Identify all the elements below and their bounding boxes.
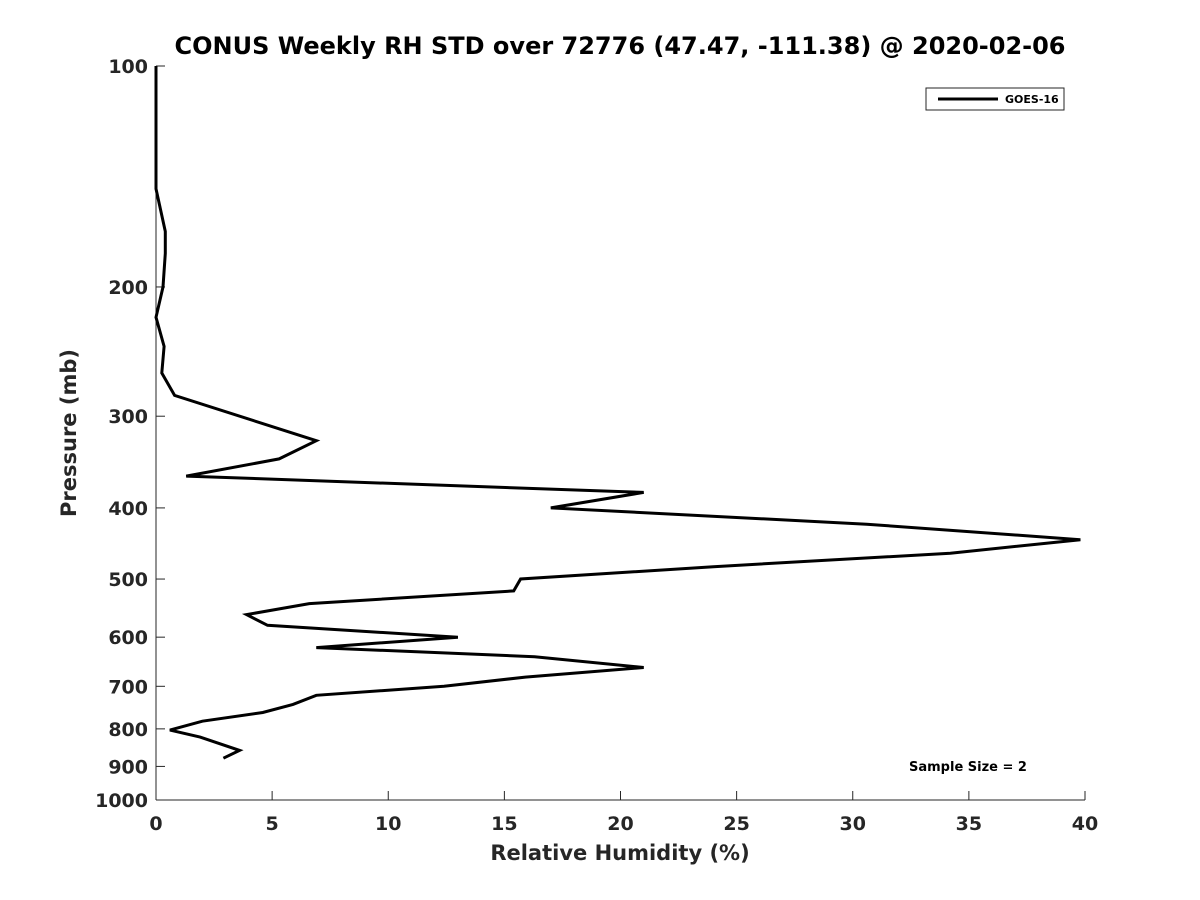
x-tick-label-40: 40 [1072,813,1098,835]
y-tick-label-200: 200 [108,277,148,299]
x-tick-label-0: 0 [149,813,162,835]
x-tick-label-35: 35 [956,813,982,835]
x-tick-label-30: 30 [840,813,866,835]
legend-label-goes-16: GOES-16 [1005,93,1059,106]
y-axis-ticks: 100 200 300 400 500 600 700 800 900 1000 [95,56,165,812]
series-line-goes-16 [154,66,1081,760]
y-tick-label-700: 700 [108,676,148,698]
x-tick-label-20: 20 [607,813,633,835]
y-tick-label-400: 400 [108,498,148,520]
x-axis-ticks: 0 5 10 15 20 25 30 35 40 [149,791,1098,835]
chart-title: CONUS Weekly RH STD over 72776 (47.47, -… [174,32,1065,60]
x-tick-label-15: 15 [491,813,517,835]
y-tick-label-1000: 1000 [95,790,148,812]
y-tick-label-300: 300 [108,406,148,428]
sample-size-annotation: Sample Size = 2 [909,760,1027,775]
x-tick-label-25: 25 [723,813,749,835]
y-axis-label: Pressure (mb) [57,349,81,517]
y-tick-label-900: 900 [108,756,148,778]
x-tick-label-10: 10 [375,813,401,835]
y-tick-label-600: 600 [108,627,148,649]
y-tick-label-500: 500 [108,569,148,591]
y-tick-label-100: 100 [108,56,148,78]
legend: GOES-16 [925,87,1065,111]
series-group [154,66,1081,760]
x-axis-label: Relative Humidity (%) [490,841,749,865]
x-tick-label-5: 5 [266,813,279,835]
y-tick-label-800: 800 [108,719,148,741]
plot-area: 0 5 10 15 20 25 30 35 40 100 200 300 400 500 600 700 80… [95,56,1098,835]
